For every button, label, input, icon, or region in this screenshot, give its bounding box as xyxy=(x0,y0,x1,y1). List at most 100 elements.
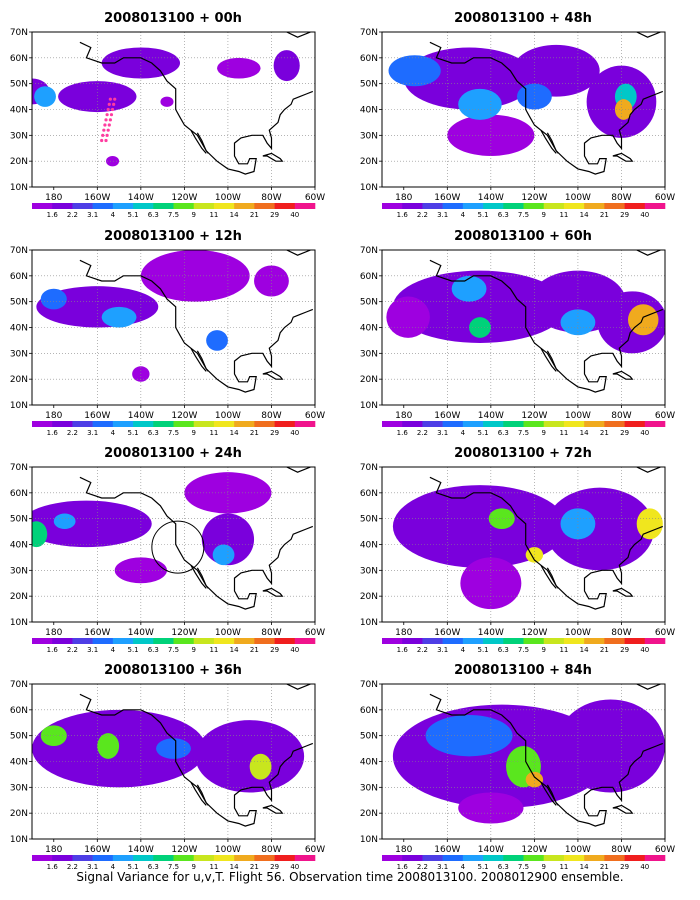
colorbar-label: 9 xyxy=(541,863,545,871)
map-panel-24h: 2008013100 + 24h 10N 20N 30N 40N 50N 60N 70N 180… xyxy=(0,443,330,658)
colorbar-swatch xyxy=(234,421,255,427)
lon-tick-label: 180 xyxy=(395,411,412,421)
colorbar-label: 2.2 xyxy=(67,211,78,219)
lat-tick-label: 50N xyxy=(360,298,378,308)
colorbar-label: 40 xyxy=(290,646,299,654)
lon-tick-label: 140W xyxy=(478,845,504,855)
variance-contour xyxy=(249,753,272,780)
lon-tick-label: 180 xyxy=(45,845,62,855)
colorbar-label: 7.5 xyxy=(168,646,179,654)
lon-tick-label: 80W xyxy=(261,845,281,855)
colorbar-swatch xyxy=(462,203,484,209)
colorbar-swatch xyxy=(173,638,195,644)
variance-contour xyxy=(97,733,120,759)
colorbar-label: 40 xyxy=(640,863,649,871)
flight-track-dot xyxy=(106,107,110,112)
coastline xyxy=(540,564,557,589)
colorbar-label: 21 xyxy=(600,646,609,654)
lon-tick-label: 140W xyxy=(128,628,154,638)
colorbar-label: 29 xyxy=(620,646,629,654)
variance-contour xyxy=(392,270,568,343)
lat-tick-label: 40N xyxy=(360,758,378,768)
coastline xyxy=(540,781,557,806)
colorbar-label: 7.5 xyxy=(518,429,529,437)
colorbar-swatch xyxy=(274,855,296,861)
colorbar-swatch xyxy=(543,421,565,427)
colorbar-label: 29 xyxy=(270,211,279,219)
lon-tick-label: 100W xyxy=(215,628,241,638)
colorbar-label: 21 xyxy=(250,211,259,219)
colorbar-swatch xyxy=(153,203,174,209)
colorbar-swatch xyxy=(153,638,174,644)
variance-contour xyxy=(212,544,235,566)
colorbar-label: 1.6 xyxy=(47,429,59,437)
lat-tick-label: 60N xyxy=(10,706,28,716)
panel-title: 2008013100 + 60h xyxy=(454,229,592,244)
lat-tick-label: 20N xyxy=(360,809,378,819)
colorbar-swatch xyxy=(644,203,666,209)
coastline xyxy=(286,684,311,690)
variance-contour xyxy=(636,508,663,540)
colorbar-label: 2.2 xyxy=(67,429,78,437)
colorbar-label: 29 xyxy=(270,863,279,871)
variance-contour xyxy=(40,288,67,310)
colorbar-label: 21 xyxy=(600,429,609,437)
colorbar-label: 5.1 xyxy=(128,211,139,219)
lon-tick-label: 160W xyxy=(84,193,110,203)
lon-tick-label: 180 xyxy=(395,193,412,203)
panel-title: 2008013100 + 72h xyxy=(454,446,592,461)
colorbar-swatch xyxy=(133,638,154,644)
flight-track-dot xyxy=(105,113,109,117)
colorbar-swatch xyxy=(543,638,565,644)
lat-tick-label: 20N xyxy=(10,375,28,385)
colorbar-swatch xyxy=(503,421,524,427)
lon-tick-label: 100W xyxy=(215,845,241,855)
variance-contour xyxy=(488,508,515,529)
colorbar-swatch xyxy=(442,421,464,427)
lat-tick-label: 60N xyxy=(10,272,28,282)
colorbar-swatch xyxy=(254,203,275,209)
colorbar-label: 5.1 xyxy=(478,211,489,219)
colorbar-label: 7.5 xyxy=(518,211,529,219)
lon-tick-label: 160W xyxy=(84,628,110,638)
lat-tick-label: 20N xyxy=(360,157,378,167)
colorbar-label: 3.1 xyxy=(437,863,448,871)
colorbar-swatch xyxy=(644,638,666,644)
lat-tick-label: 10N xyxy=(360,401,378,411)
coastline xyxy=(540,347,557,372)
coastline xyxy=(286,467,311,473)
colorbar-label: 4 xyxy=(111,646,116,654)
lat-tick-label: 70N xyxy=(10,463,28,473)
colorbar-label: 3.1 xyxy=(87,211,98,219)
colorbar-label: 2.2 xyxy=(417,646,428,654)
lon-tick-label: 100W xyxy=(565,411,591,421)
coastline xyxy=(546,132,559,154)
flight-track-dot xyxy=(101,133,105,137)
lon-tick-label: 160W xyxy=(434,628,460,638)
coastline xyxy=(429,476,664,610)
colorbar-label: 4 xyxy=(461,211,466,219)
colorbar-swatch xyxy=(644,421,666,427)
lon-tick-label: 60W xyxy=(305,411,325,421)
colorbar-swatch xyxy=(173,855,195,861)
colorbar-label: 2.2 xyxy=(67,863,78,871)
colorbar-label: 7.5 xyxy=(518,646,529,654)
variance-contour xyxy=(195,720,305,793)
lon-tick-label: 80W xyxy=(611,845,631,855)
colorbar-label: 11 xyxy=(209,211,218,219)
colorbar-label: 7.5 xyxy=(518,863,529,871)
colorbar-label: 1.6 xyxy=(47,863,59,871)
variance-contour xyxy=(545,487,655,571)
lat-tick-label: 70N xyxy=(10,28,28,38)
lon-tick-label: 160W xyxy=(84,411,110,421)
colorbar-label: 21 xyxy=(250,863,259,871)
colorbar-swatch xyxy=(523,855,545,861)
lat-tick-label: 70N xyxy=(360,680,378,690)
flight-track-dot xyxy=(100,138,104,143)
variance-contour xyxy=(106,156,120,167)
variance-contour xyxy=(460,557,522,610)
colorbar-swatch xyxy=(442,855,464,861)
colorbar-label: 3.1 xyxy=(87,429,98,437)
colorbar-swatch xyxy=(193,203,215,209)
colorbar-swatch xyxy=(193,638,215,644)
